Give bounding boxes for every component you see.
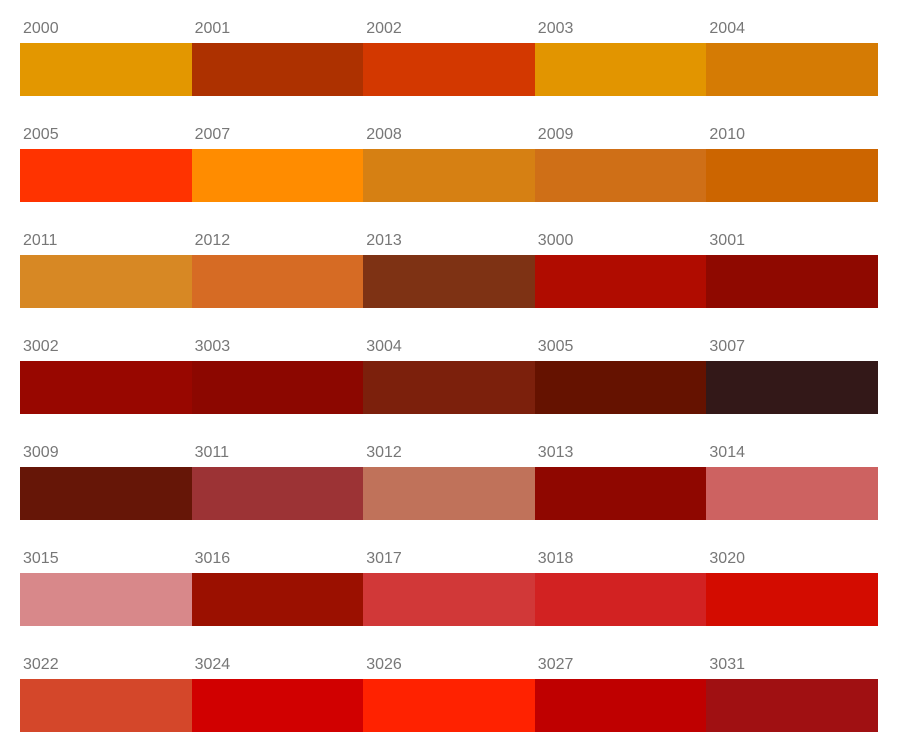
- color-swatch: [534, 361, 707, 414]
- color-swatch: [363, 573, 536, 626]
- color-swatch: [20, 149, 193, 202]
- color-swatch: [534, 679, 707, 732]
- color-swatch: [706, 43, 879, 96]
- color-swatch: [20, 43, 193, 96]
- color-swatch: [191, 149, 364, 202]
- color-code: 3016: [194, 550, 231, 567]
- color-swatch: [191, 679, 364, 732]
- color-code: 2011: [23, 232, 58, 249]
- color-code: 3015: [23, 550, 59, 567]
- color-code: 3005: [537, 338, 574, 355]
- color-swatch: [191, 43, 364, 96]
- color-code: 2007: [194, 126, 231, 143]
- color-code: 3031: [709, 656, 745, 673]
- color-code: 2008: [366, 126, 402, 143]
- color-swatch: [363, 255, 536, 308]
- color-swatch: [363, 679, 536, 732]
- color-swatch: [706, 467, 879, 520]
- color-swatch: [191, 467, 364, 520]
- color-code: 3000: [537, 232, 574, 249]
- color-code: 3018: [537, 550, 574, 567]
- color-code: 3017: [366, 550, 402, 567]
- color-code: 3001: [709, 232, 745, 249]
- color-swatch: [706, 149, 879, 202]
- color-swatch: [534, 43, 707, 96]
- color-swatch: [20, 255, 193, 308]
- color-code: 2000: [23, 20, 59, 37]
- color-code: 3011: [194, 444, 229, 461]
- color-swatch: [20, 361, 193, 414]
- color-swatch: [534, 149, 707, 202]
- color-code: 3012: [366, 444, 402, 461]
- color-swatch: [706, 573, 879, 626]
- color-swatch: [191, 361, 364, 414]
- color-swatch: [363, 149, 536, 202]
- color-code: 3007: [709, 338, 745, 355]
- color-code: 3014: [709, 444, 745, 461]
- color-code: 3026: [366, 656, 402, 673]
- color-swatch: [363, 43, 536, 96]
- color-code: 3013: [537, 444, 574, 461]
- color-code: 2001: [194, 20, 231, 37]
- color-swatch: [363, 467, 536, 520]
- color-code: 3027: [537, 656, 574, 673]
- color-code: 2012: [194, 232, 231, 249]
- color-code: 3024: [194, 656, 231, 673]
- color-code: 2010: [709, 126, 745, 143]
- color-swatch: [706, 361, 879, 414]
- color-swatch: [706, 679, 879, 732]
- color-swatch: [20, 467, 193, 520]
- color-code: 2004: [709, 20, 745, 37]
- color-code: 3009: [23, 444, 59, 461]
- color-swatch: [191, 573, 364, 626]
- color-code: 2013: [366, 232, 402, 249]
- color-swatch: [534, 573, 707, 626]
- color-code: 2002: [366, 20, 402, 37]
- color-code: 2003: [537, 20, 574, 37]
- color-code: 3002: [23, 338, 59, 355]
- color-code: 3003: [194, 338, 231, 355]
- color-swatch: [534, 467, 707, 520]
- color-swatch: [20, 679, 193, 732]
- color-code: 2009: [537, 126, 574, 143]
- color-swatch: [706, 255, 879, 308]
- color-code: 3022: [23, 656, 59, 673]
- color-code: 2005: [23, 126, 59, 143]
- color-swatch: [191, 255, 364, 308]
- color-swatch: [534, 255, 707, 308]
- color-swatch: [20, 573, 193, 626]
- color-swatch: [363, 361, 536, 414]
- color-code: 3004: [366, 338, 402, 355]
- color-code: 3020: [709, 550, 745, 567]
